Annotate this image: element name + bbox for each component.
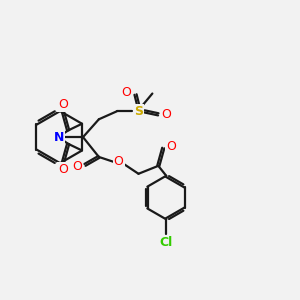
Text: O: O bbox=[114, 155, 124, 168]
Text: O: O bbox=[58, 163, 68, 176]
Text: S: S bbox=[134, 105, 143, 118]
Text: O: O bbox=[122, 86, 131, 99]
Text: O: O bbox=[166, 140, 176, 152]
Text: O: O bbox=[161, 108, 171, 121]
Text: Cl: Cl bbox=[160, 236, 173, 249]
Text: N: N bbox=[54, 130, 64, 144]
Text: O: O bbox=[58, 98, 68, 111]
Text: O: O bbox=[72, 160, 82, 173]
